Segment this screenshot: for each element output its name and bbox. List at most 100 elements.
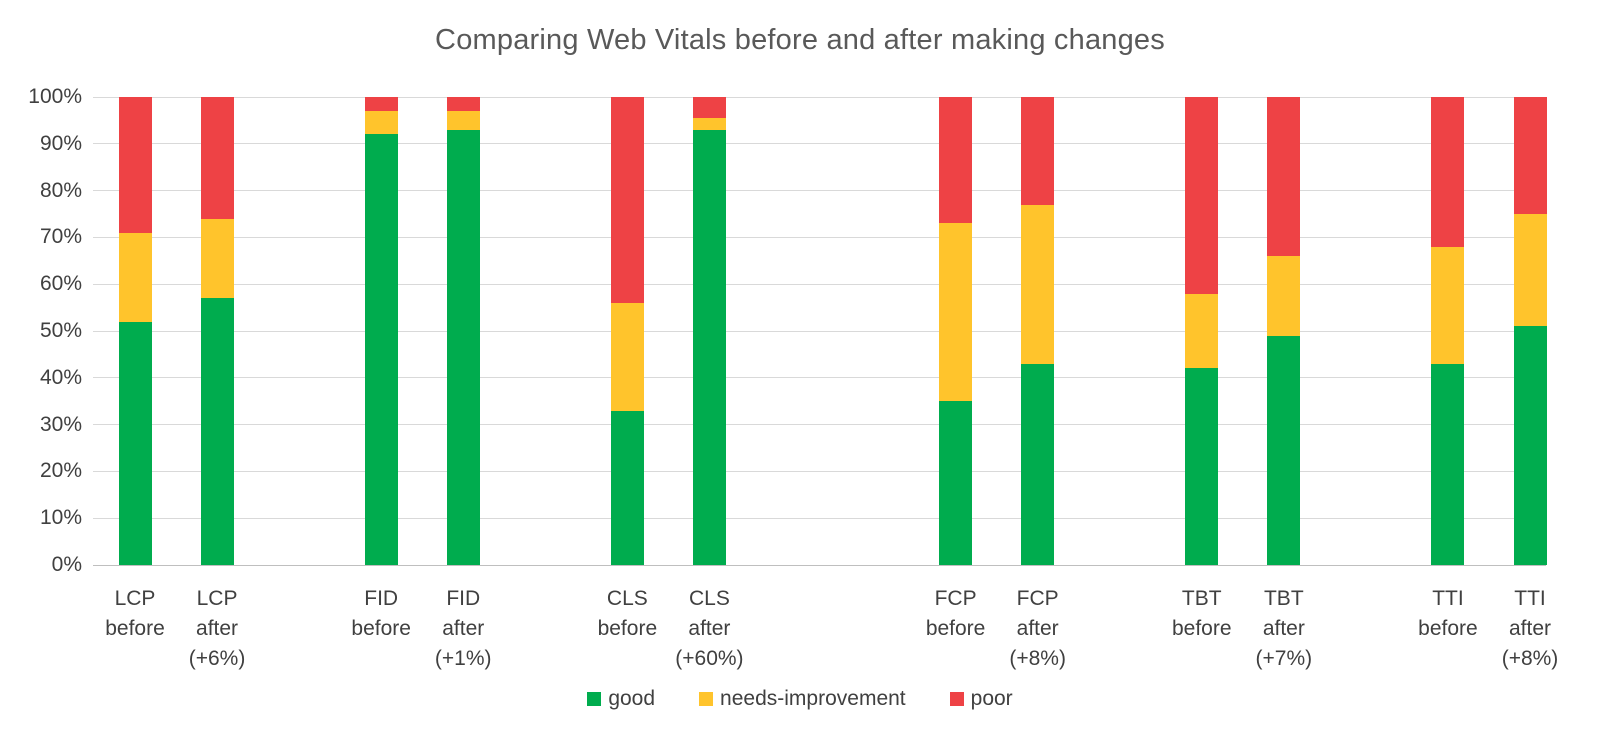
x-label-line: before [1171,617,1232,640]
x-label-line: CLS [606,587,648,610]
x-label-line: after [1509,617,1552,640]
bar-tbt-after [1267,97,1301,565]
x-label-line: TBT [1263,587,1304,610]
y-gridline [93,424,1546,426]
bar-segment-needs-improvement [446,111,480,130]
bar-lcp-after [200,97,234,565]
x-label-line: before [597,617,658,640]
y-tick-label: 0% [51,553,82,576]
bar-segment-poor [610,97,644,303]
legend-item-needs-improvement: needs-improvement [699,687,906,711]
bar-segment-needs-improvement [1021,204,1055,364]
bar-segment-poor [446,97,480,112]
legend: good needs-improvement poor [0,687,1600,711]
x-label-line: LCP [114,587,156,610]
bar-segment-good [1267,335,1301,565]
legend-swatch-needs-improvement-icon [699,692,714,706]
bar-tti-before [1431,97,1465,565]
x-label-line: CLS [688,587,730,610]
y-gridline [93,377,1546,379]
bar-fid-before [364,97,398,565]
bar-segment-good [1431,363,1465,565]
legend-item-poor: poor [949,687,1013,711]
x-label-line: after [1262,617,1305,640]
bar-segment-needs-improvement [118,232,152,322]
y-gridline [93,283,1546,285]
y-gridline [93,236,1546,238]
bar-segment-poor [692,97,726,119]
bar-segment-needs-improvement [1185,293,1219,369]
bar-tbt-before [1185,97,1219,565]
bar-cls-after [692,97,726,565]
bar-segment-good [692,129,726,565]
x-label-line: TTI [1432,587,1464,610]
bar-segment-needs-improvement [364,111,398,135]
x-category-label-fid-after: FID after (+1%) [403,584,523,674]
x-label-line: (+8%) [1009,647,1066,670]
legend-label: needs-improvement [720,687,906,710]
bar-segment-poor [1185,97,1219,294]
x-label-line: after [1016,617,1059,640]
y-axis: 0% 10% 20% 30% 40% 50% 60% 70% 80% 90% 100% [0,85,82,576]
bar-segment-needs-improvement [692,118,726,130]
x-label-line: FCP [1016,587,1059,610]
bar-cls-before [610,97,644,565]
y-tick-label: 100% [28,85,82,108]
bar-fid-after [446,97,480,565]
x-category-label-fcp-before: FCP before [896,584,1016,644]
y-gridline [93,517,1546,519]
y-gridline [93,564,1546,566]
x-label-line: (+6%) [188,647,246,670]
y-tick-label: 50% [39,319,82,342]
y-tick-label: 80% [39,178,82,202]
bar-segment-good [939,401,973,565]
bar-segment-good [1185,368,1219,565]
bar-segment-poor [1267,97,1301,257]
bar-segment-needs-improvement [200,218,234,299]
x-category-label-fcp-after: FCP after (+8%) [978,584,1098,674]
y-tick-label: 20% [39,459,82,483]
bar-segment-needs-improvement [939,223,973,402]
x-label-line: before [1418,617,1478,640]
y-tick-label: 10% [39,506,82,530]
legend-label: good [608,687,656,710]
bar-segment-good [200,298,234,565]
bar-fcp-after [1021,97,1055,565]
x-label-line: after [196,617,239,640]
x-category-label-tbt-after: TBT after (+7%) [1224,584,1344,674]
bar-segment-good [446,129,480,565]
x-category-label-lcp-before: LCP before [75,584,195,644]
x-label-line: (+60%) [675,647,744,670]
x-label-line: FID [364,587,399,610]
x-label-line: before [351,617,411,640]
bar-segment-good [118,321,152,565]
y-gridline [93,96,1546,98]
bar-segment-poor [364,97,398,112]
x-category-label-cls-after: CLS after (+60%) [649,584,769,674]
x-label-line: TBT [1181,587,1222,610]
bar-segment-needs-improvement [1513,214,1547,327]
x-category-label-tti-after: TTI after (+8%) [1470,584,1590,674]
bar-segment-needs-improvement [610,302,644,411]
plot-area [93,96,1547,566]
x-label-line: TTI [1514,587,1546,610]
bar-segment-poor [1431,97,1465,247]
chart-title: Comparing Web Vitals before and after ma… [435,24,1165,56]
x-label-line: LCP [196,587,238,610]
x-label-line: (+1%) [434,647,492,670]
y-tick-label: 70% [39,225,82,249]
bar-segment-good [1021,363,1055,565]
x-category-label-tti-before: TTI before [1388,584,1508,644]
x-label-line: before [105,617,165,640]
bar-segment-poor [1021,97,1055,205]
bar-tti-after [1513,97,1547,565]
bar-segment-poor [1513,97,1547,215]
bar-segment-needs-improvement [1267,256,1301,336]
x-label-line: (+8%) [1501,647,1559,670]
legend-label: poor [970,687,1013,710]
bar-segment-good [1513,326,1547,565]
y-tick-label: 40% [39,365,82,389]
bar-lcp-before [118,97,152,565]
x-category-label-cls-before: CLS before [567,584,687,644]
